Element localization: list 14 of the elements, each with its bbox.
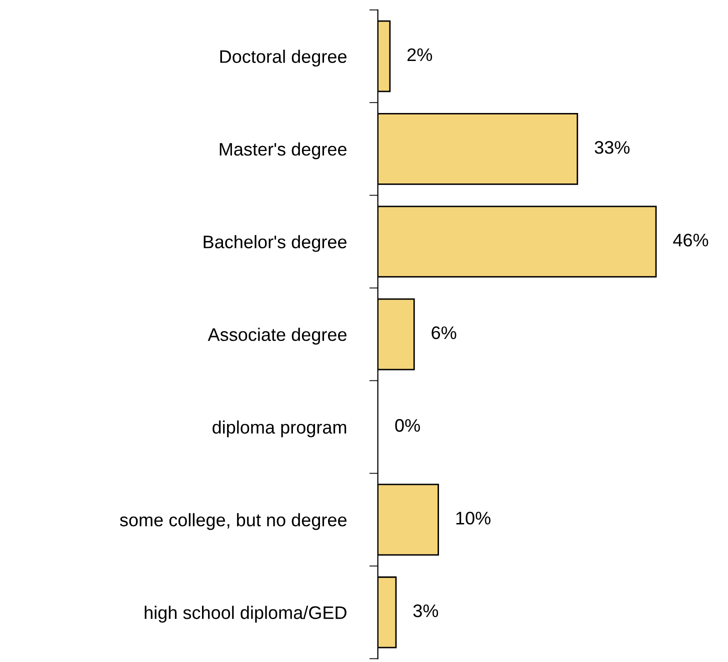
y-tick-label: high school diploma/GED [144,606,346,623]
y-tick-label: Bachelor's degree [204,235,346,252]
y-tick-label: diploma program [212,420,346,438]
y-tick-label: Master's degree [220,142,346,160]
y-tick-label: some college, but no degree [120,513,346,530]
data-label: 46% [673,234,708,246]
data-label: 2% [408,48,432,62]
y-tick-label: Doctoral degree [220,50,346,67]
data-label: 0% [395,419,420,432]
data-label: 33% [594,141,630,154]
data-label: 3% [413,604,438,618]
y-tick-label: Associate degree [208,328,346,345]
data-label: 6% [432,326,456,340]
data-label: 10% [456,512,490,525]
